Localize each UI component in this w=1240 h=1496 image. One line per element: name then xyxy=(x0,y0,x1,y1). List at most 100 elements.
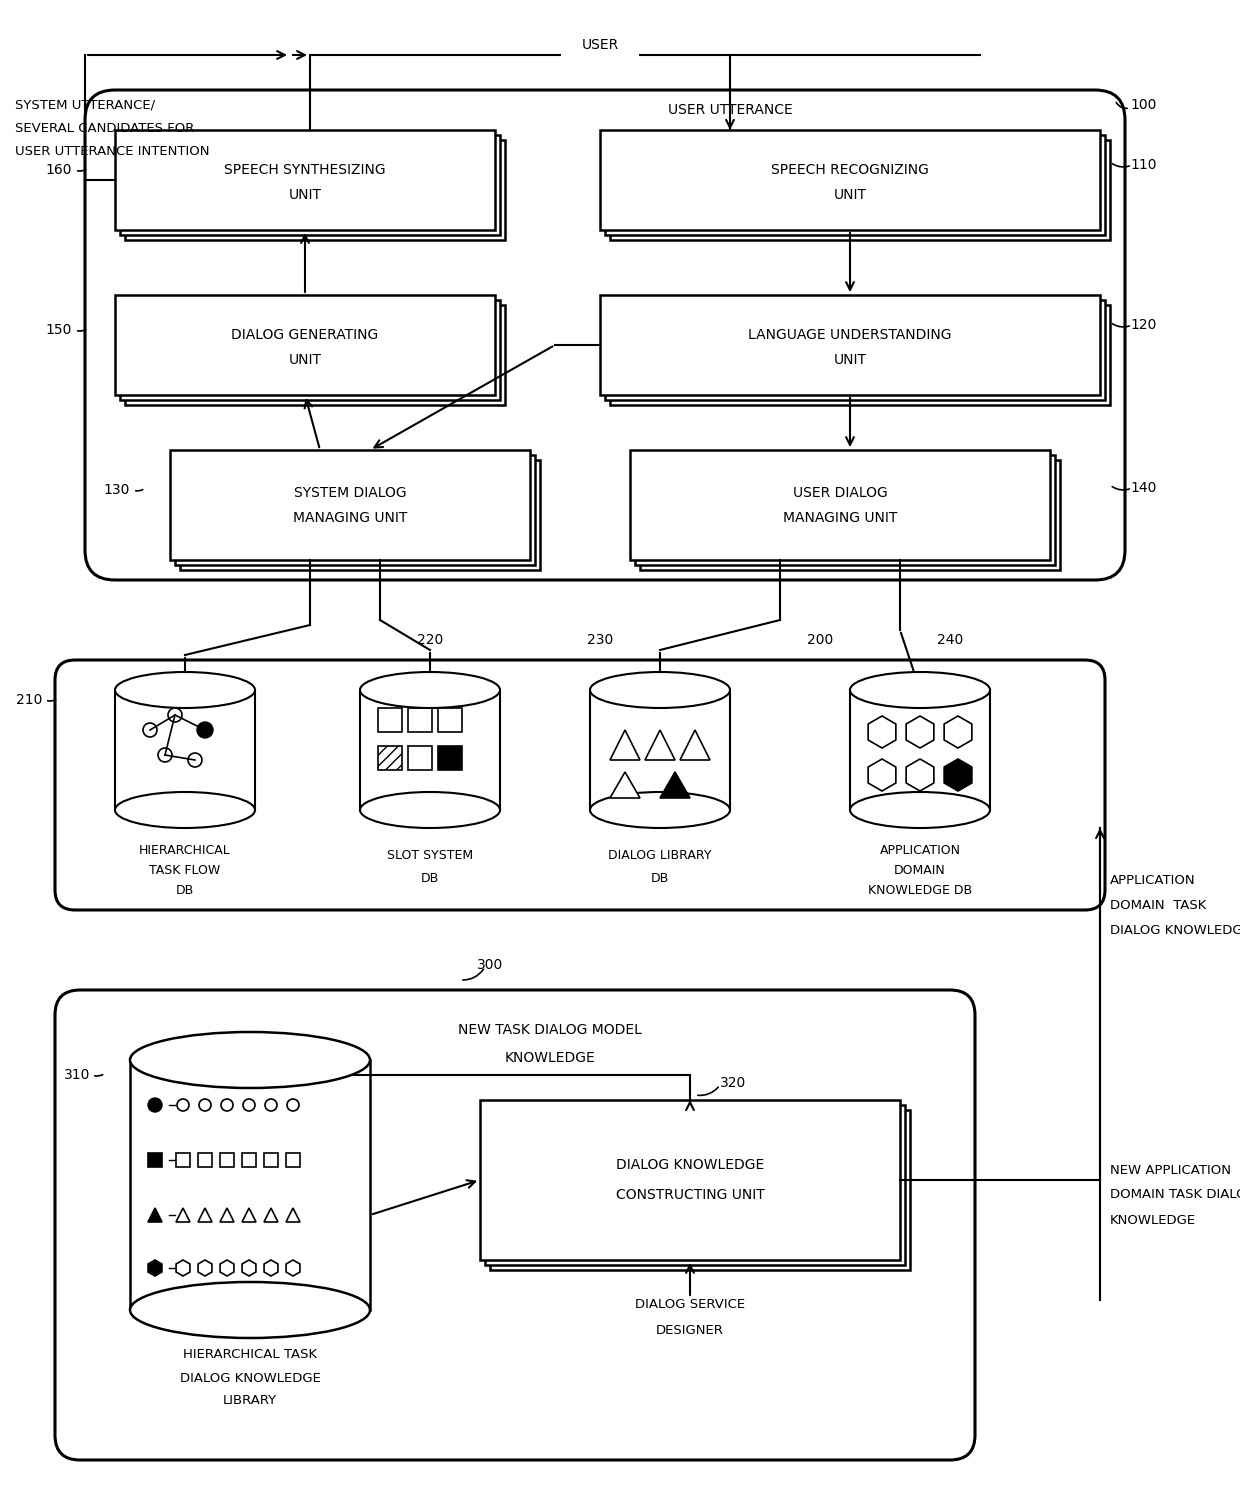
Ellipse shape xyxy=(590,672,730,708)
Text: 110: 110 xyxy=(1130,159,1157,172)
Bar xyxy=(219,1153,234,1167)
Bar xyxy=(286,1153,300,1167)
Text: SLOT SYSTEM: SLOT SYSTEM xyxy=(387,848,474,862)
Text: 200: 200 xyxy=(807,633,833,646)
Text: DOMAIN TASK DIALOG: DOMAIN TASK DIALOG xyxy=(1110,1188,1240,1201)
Bar xyxy=(640,459,1060,570)
Polygon shape xyxy=(148,1207,162,1222)
Text: SYSTEM UTTERANCE/: SYSTEM UTTERANCE/ xyxy=(15,99,155,112)
Text: SYSTEM DIALOG: SYSTEM DIALOG xyxy=(294,486,407,500)
Polygon shape xyxy=(176,1207,190,1222)
Ellipse shape xyxy=(849,791,990,827)
Text: DOMAIN: DOMAIN xyxy=(894,863,946,877)
Text: HIERARCHICAL: HIERARCHICAL xyxy=(139,844,231,857)
Polygon shape xyxy=(610,730,640,760)
Text: 120: 120 xyxy=(1130,319,1157,332)
Bar xyxy=(175,455,534,565)
Bar xyxy=(408,747,432,770)
Text: KNOWLEDGE: KNOWLEDGE xyxy=(1110,1213,1197,1227)
Text: HIERARCHICAL TASK: HIERARCHICAL TASK xyxy=(184,1348,317,1361)
Bar xyxy=(130,1061,370,1310)
Text: 150: 150 xyxy=(46,323,72,337)
Text: 160: 160 xyxy=(46,163,72,177)
Bar xyxy=(148,1153,162,1167)
Text: USER UTTERANCE INTENTION: USER UTTERANCE INTENTION xyxy=(15,145,210,157)
Bar xyxy=(590,690,730,809)
FancyBboxPatch shape xyxy=(55,990,975,1460)
Text: 100: 100 xyxy=(1130,99,1157,112)
Circle shape xyxy=(148,1098,162,1112)
Bar xyxy=(630,450,1050,560)
Bar xyxy=(120,301,500,399)
Bar xyxy=(378,708,402,732)
Bar xyxy=(490,1110,910,1270)
Polygon shape xyxy=(198,1207,212,1222)
Ellipse shape xyxy=(115,672,255,708)
Polygon shape xyxy=(286,1207,300,1222)
Text: MANAGING UNIT: MANAGING UNIT xyxy=(293,512,407,525)
Text: DIALOG KNOWLEDGE: DIALOG KNOWLEDGE xyxy=(1110,923,1240,936)
Text: DIALOG KNOWLEDGE: DIALOG KNOWLEDGE xyxy=(616,1158,764,1171)
Text: MANAGING UNIT: MANAGING UNIT xyxy=(782,512,898,525)
Ellipse shape xyxy=(115,791,255,827)
Bar xyxy=(198,1153,212,1167)
Text: TASK FLOW: TASK FLOW xyxy=(149,863,221,877)
Text: 310: 310 xyxy=(63,1068,91,1082)
Text: SPEECH SYNTHESIZING: SPEECH SYNTHESIZING xyxy=(224,163,386,177)
Text: LIBRARY: LIBRARY xyxy=(223,1393,277,1406)
Text: KNOWLEDGE: KNOWLEDGE xyxy=(505,1052,595,1065)
Bar xyxy=(605,301,1105,399)
Text: DOMAIN  TASK: DOMAIN TASK xyxy=(1110,899,1207,911)
Text: UNIT: UNIT xyxy=(833,188,867,202)
Bar xyxy=(610,141,1110,239)
Text: DIALOG SERVICE: DIALOG SERVICE xyxy=(635,1299,745,1312)
Text: APPLICATION: APPLICATION xyxy=(1110,874,1195,887)
Text: CONSTRUCTING UNIT: CONSTRUCTING UNIT xyxy=(615,1188,764,1201)
Bar xyxy=(180,459,539,570)
Polygon shape xyxy=(242,1207,255,1222)
Bar xyxy=(600,130,1100,230)
Text: USER UTTERANCE: USER UTTERANCE xyxy=(667,103,792,117)
Bar xyxy=(480,1100,900,1260)
Text: SPEECH RECOGNIZING: SPEECH RECOGNIZING xyxy=(771,163,929,177)
Polygon shape xyxy=(264,1207,278,1222)
FancyBboxPatch shape xyxy=(55,660,1105,910)
Ellipse shape xyxy=(130,1282,370,1337)
Text: LANGUAGE UNDERSTANDING: LANGUAGE UNDERSTANDING xyxy=(748,328,952,343)
Ellipse shape xyxy=(360,791,500,827)
Text: UNIT: UNIT xyxy=(833,353,867,367)
FancyBboxPatch shape xyxy=(86,90,1125,580)
Bar xyxy=(115,295,495,395)
Bar xyxy=(125,141,505,239)
Polygon shape xyxy=(660,772,689,797)
Text: NEW APPLICATION: NEW APPLICATION xyxy=(1110,1164,1231,1176)
Text: SEVERAL CANDIDATES FOR: SEVERAL CANDIDATES FOR xyxy=(15,121,195,135)
Text: 240: 240 xyxy=(937,633,963,646)
Bar xyxy=(242,1153,255,1167)
Text: KNOWLEDGE DB: KNOWLEDGE DB xyxy=(868,884,972,896)
Bar xyxy=(264,1153,278,1167)
Text: 300: 300 xyxy=(477,957,503,972)
Text: 210: 210 xyxy=(16,693,42,708)
Text: DIALOG LIBRARY: DIALOG LIBRARY xyxy=(609,848,712,862)
Text: DESIGNER: DESIGNER xyxy=(656,1324,724,1336)
Bar xyxy=(378,747,402,770)
Polygon shape xyxy=(219,1207,234,1222)
Text: NEW TASK DIALOG MODEL: NEW TASK DIALOG MODEL xyxy=(458,1023,642,1037)
Text: DB: DB xyxy=(176,884,195,896)
Bar xyxy=(438,747,463,770)
Bar xyxy=(485,1106,905,1266)
Polygon shape xyxy=(680,730,711,760)
Ellipse shape xyxy=(590,791,730,827)
Bar xyxy=(360,690,500,809)
Bar xyxy=(115,130,495,230)
Bar xyxy=(635,455,1055,565)
Ellipse shape xyxy=(849,672,990,708)
Bar xyxy=(125,305,505,405)
Ellipse shape xyxy=(130,1032,370,1088)
Bar xyxy=(120,135,500,235)
Text: APPLICATION: APPLICATION xyxy=(879,844,961,857)
Text: USER: USER xyxy=(582,37,619,52)
Text: 130: 130 xyxy=(104,483,130,497)
Polygon shape xyxy=(610,772,640,797)
